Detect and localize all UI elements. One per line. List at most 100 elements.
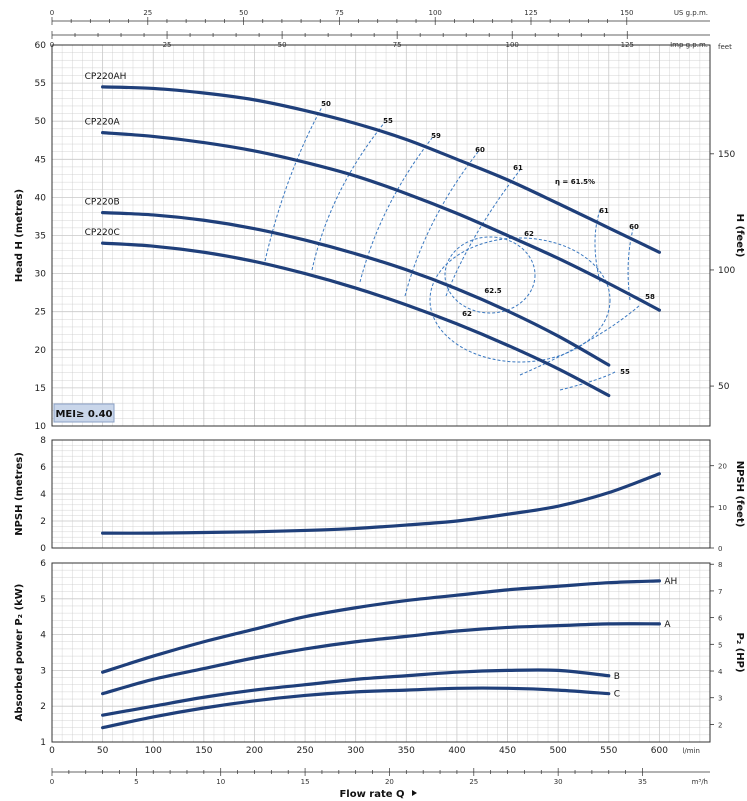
series-line bbox=[101, 686, 611, 730]
y-axis-label: Head H (metres) bbox=[14, 189, 25, 282]
y-tick-label: 2 bbox=[40, 702, 46, 712]
usgpm-axis-tick-label: 75 bbox=[335, 9, 344, 17]
y-tick-label: 15 bbox=[35, 384, 46, 394]
usgpm-axis-tick-label: 125 bbox=[524, 9, 537, 17]
efficiency-label: 61 bbox=[513, 164, 523, 172]
x-tick-label: 300 bbox=[347, 746, 364, 756]
x-tick-label: 250 bbox=[296, 746, 313, 756]
impgpm-axis-tick-label: 25 bbox=[163, 41, 172, 49]
y-axis-label: NPSH (metres) bbox=[14, 452, 25, 536]
y-tick-label: 50 bbox=[35, 117, 47, 127]
y-tick-label: 60 bbox=[35, 41, 47, 51]
m3h-axis-tick-label: 10 bbox=[216, 778, 225, 786]
x-unit-label: l/min bbox=[682, 747, 700, 755]
x-tick-label: 500 bbox=[550, 746, 567, 756]
impgpm-axis-tick-label: 75 bbox=[393, 41, 402, 49]
m3h-axis-unit: m³/h bbox=[692, 778, 708, 786]
series-line bbox=[101, 622, 661, 696]
right-tick-label: 0 bbox=[718, 545, 722, 553]
x-axis-label: Flow rate Q bbox=[339, 789, 404, 800]
efficiency-label: 62 bbox=[462, 310, 472, 318]
usgpm-axis-tick-label: 0 bbox=[50, 9, 54, 17]
m3h-axis-tick-label: 15 bbox=[301, 778, 310, 786]
y-tick-label: 3 bbox=[40, 666, 46, 676]
m3h-axis-tick-label: 0 bbox=[50, 778, 54, 786]
right-tick-label: 20 bbox=[718, 463, 727, 471]
impgpm-axis-unit: Imp g.p.m. bbox=[670, 41, 708, 49]
series-label: CP220B bbox=[85, 198, 120, 208]
efficiency-label: 62 bbox=[524, 230, 534, 238]
right-tick-label: 50 bbox=[718, 382, 730, 392]
right-tick-label: 3 bbox=[718, 695, 722, 703]
right-tick-label: 5 bbox=[718, 641, 722, 649]
y-axis-label-right: P₂ (HP) bbox=[734, 632, 745, 672]
efficiency-iso-curve bbox=[311, 121, 386, 271]
efficiency-iso-curve bbox=[444, 236, 536, 314]
right-tick-label: 150 bbox=[718, 150, 735, 160]
y-tick-label: 6 bbox=[40, 559, 46, 569]
right-tick-label: 4 bbox=[718, 668, 723, 676]
y-tick-label: 8 bbox=[40, 436, 46, 446]
m3h-axis-tick-label: 25 bbox=[469, 778, 478, 786]
x-tick-label: 400 bbox=[448, 746, 465, 756]
series-line bbox=[101, 131, 661, 312]
y-tick-label: 25 bbox=[35, 308, 46, 318]
efficiency-iso-curve bbox=[445, 169, 521, 297]
x-tick-label: 200 bbox=[246, 746, 263, 756]
x-tick-label: 450 bbox=[499, 746, 516, 756]
efficiency-label: 61 bbox=[599, 207, 609, 215]
series-line bbox=[101, 579, 661, 674]
x-tick-label: 100 bbox=[145, 746, 162, 756]
series-line bbox=[101, 472, 661, 535]
grid-layer bbox=[51, 17, 714, 776]
y-tick-label: 35 bbox=[35, 232, 46, 242]
panel-frame bbox=[51, 562, 711, 743]
m3h-axis-tick-label: 20 bbox=[385, 778, 394, 786]
impgpm-axis-tick-label: 100 bbox=[506, 41, 519, 49]
y-tick-label: 30 bbox=[35, 270, 47, 280]
usgpm-axis-tick-label: 150 bbox=[620, 9, 633, 17]
y-tick-label: 55 bbox=[35, 79, 46, 89]
efficiency-label: 60 bbox=[475, 146, 485, 154]
efficiency-iso-curve bbox=[429, 237, 611, 363]
usgpm-axis-tick-label: 50 bbox=[239, 9, 248, 17]
y-tick-label: 20 bbox=[35, 346, 47, 356]
m3h-axis-tick-label: 30 bbox=[554, 778, 563, 786]
y-tick-label: 4 bbox=[40, 490, 46, 500]
x-tick-label: 50 bbox=[97, 746, 109, 756]
x-tick-label: 150 bbox=[195, 746, 212, 756]
efficiency-label: η = 61.5% bbox=[555, 178, 595, 186]
efficiency-iso-curves bbox=[264, 106, 641, 391]
x-tick-label: 600 bbox=[651, 746, 668, 756]
y-tick-label: 45 bbox=[35, 155, 46, 165]
x-tick-label: 350 bbox=[398, 746, 415, 756]
efficiency-label: 59 bbox=[431, 132, 441, 140]
mei-badge-text: MEI≥ 0.40 bbox=[55, 409, 112, 420]
y-tick-label: 6 bbox=[40, 463, 46, 473]
panel-frame bbox=[51, 44, 711, 427]
efficiency-label: 55 bbox=[620, 368, 630, 376]
y-tick-label: 2 bbox=[40, 517, 46, 527]
efficiency-iso-curve bbox=[404, 151, 479, 297]
efficiency-label: 58 bbox=[645, 293, 655, 301]
panel-frame bbox=[51, 439, 711, 549]
series-label: A bbox=[664, 620, 671, 630]
usgpm-axis-tick-label: 25 bbox=[143, 9, 152, 17]
y-tick-label: 0 bbox=[40, 544, 46, 554]
series-label: C bbox=[614, 690, 620, 700]
y-tick-label: 5 bbox=[40, 595, 46, 605]
y-axis-label: Absorbed power P₂ (kW) bbox=[14, 584, 25, 722]
mei-badge bbox=[53, 403, 115, 423]
series-line bbox=[101, 211, 611, 367]
usgpm-axis-tick-label: 100 bbox=[429, 9, 442, 17]
efficiency-iso-curve bbox=[359, 137, 433, 283]
y-tick-label: 10 bbox=[35, 422, 47, 432]
y-tick-label: 40 bbox=[35, 193, 47, 203]
m3h-axis-tick-label: 5 bbox=[134, 778, 138, 786]
series-line bbox=[101, 241, 611, 398]
series-label: AH bbox=[664, 577, 677, 587]
efficiency-iso-curve bbox=[594, 209, 601, 283]
impgpm-axis-tick-label: 50 bbox=[278, 41, 287, 49]
series-label: CP220A bbox=[85, 118, 121, 128]
